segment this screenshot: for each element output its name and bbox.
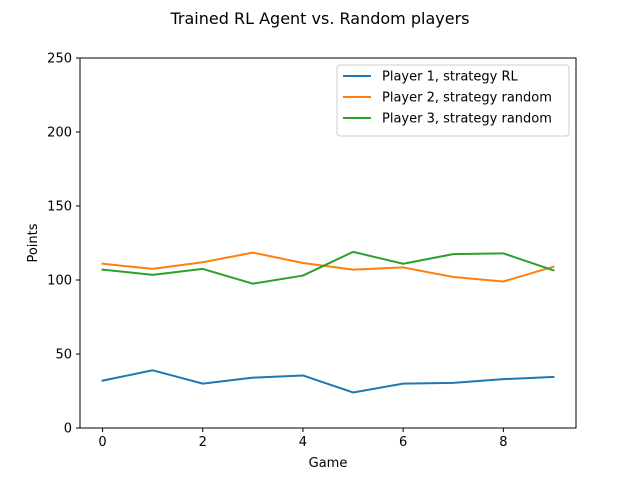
x-tick-label: 8	[499, 435, 507, 450]
series-lines	[101, 250, 555, 394]
legend-label: Player 1, strategy RL	[382, 70, 519, 85]
chart-title: Trained RL Agent vs. Random players	[170, 9, 470, 28]
plot-area	[79, 57, 577, 429]
legend-label: Player 2, strategy random	[382, 91, 552, 106]
series-line-player-2	[101, 251, 555, 283]
y-tick-label: 200	[47, 126, 72, 141]
y-axis: 0 50 100 150 200 250	[47, 52, 80, 437]
x-tick-label: 0	[98, 435, 106, 450]
y-tick-label: 250	[47, 52, 72, 67]
legend: Player 1, strategy RL Player 2, strategy …	[336, 64, 570, 137]
x-tick-label: 2	[199, 435, 207, 450]
legend-box	[336, 64, 570, 137]
x-tick-label: 4	[299, 435, 307, 450]
x-tick-label: 6	[399, 435, 407, 450]
y-tick-label: 50	[55, 348, 72, 363]
x-axis-label: Game	[309, 456, 348, 471]
y-tick-label: 0	[64, 422, 72, 437]
series-line-player-1	[101, 369, 555, 394]
y-tick-label: 100	[47, 274, 72, 289]
y-tick-label: 150	[47, 200, 72, 215]
legend-label: Player 3, strategy random	[382, 112, 552, 127]
series-line-player-3	[101, 250, 555, 285]
x-axis: 0 2 4 6 8	[98, 428, 507, 450]
y-axis-label: Points	[26, 223, 41, 262]
